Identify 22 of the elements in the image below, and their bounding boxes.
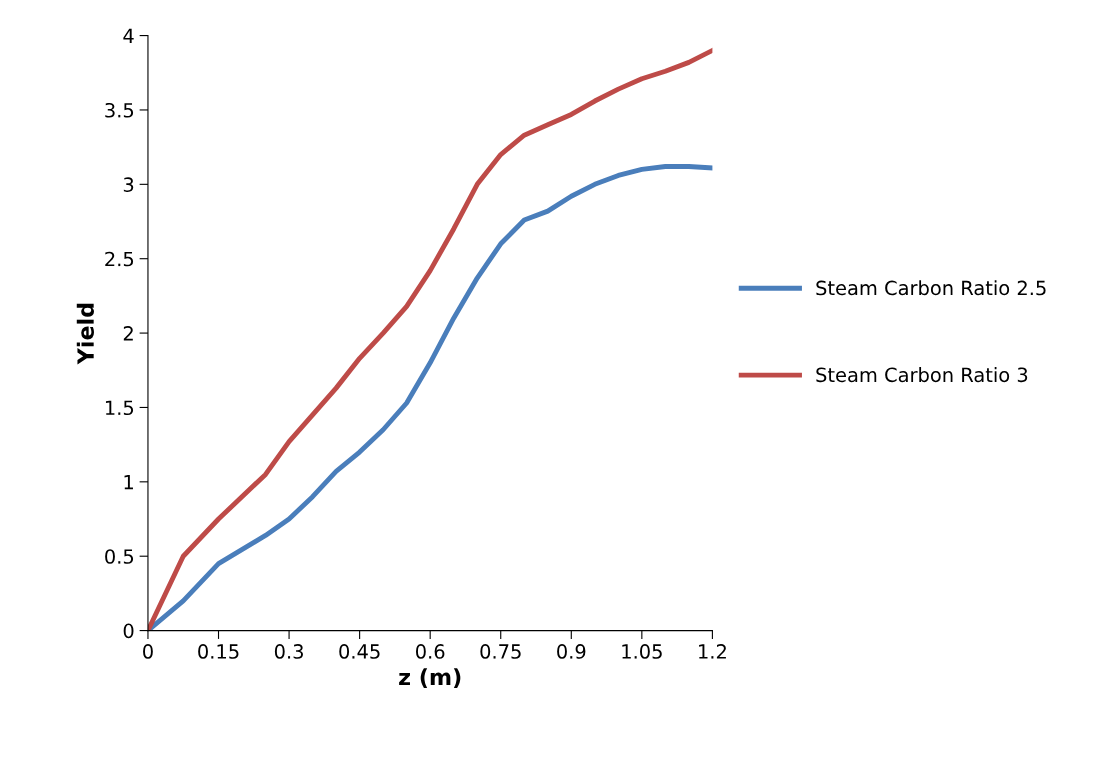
- legend-label: Steam Carbon Ratio 2.5: [816, 280, 1046, 296]
- legend-label: Steam Carbon Ratio 3: [816, 367, 1028, 383]
- y-tick-label: 0.5: [105, 549, 134, 564]
- y-tick-label: 1.5: [105, 400, 134, 416]
- x-tick-label: 0.75: [480, 644, 521, 659]
- x-tick-label: 0.45: [339, 644, 380, 659]
- y-tick-label: 2.5: [105, 251, 134, 267]
- y-tick-label: 2: [123, 326, 133, 341]
- x-tick-label: 0.15: [198, 644, 239, 659]
- x-tick-label: 1.2: [699, 644, 726, 659]
- y-tick-label: 1: [124, 475, 133, 490]
- y-tick-label: 4: [123, 28, 134, 43]
- x-axis-title: z (m): [399, 668, 461, 688]
- x-tick-label: 0: [143, 644, 153, 659]
- y-tick-label: 3.5: [105, 102, 134, 118]
- y-tick-label: 0: [123, 623, 134, 639]
- x-tick-label: 0.6: [416, 644, 445, 659]
- x-tick-label: 0.3: [274, 644, 303, 659]
- x-tick-label: 0.9: [557, 644, 586, 659]
- y-axis-title: Yield: [76, 303, 94, 365]
- y-tick-label: 3: [123, 177, 134, 192]
- x-tick-label: 1.05: [622, 644, 662, 659]
